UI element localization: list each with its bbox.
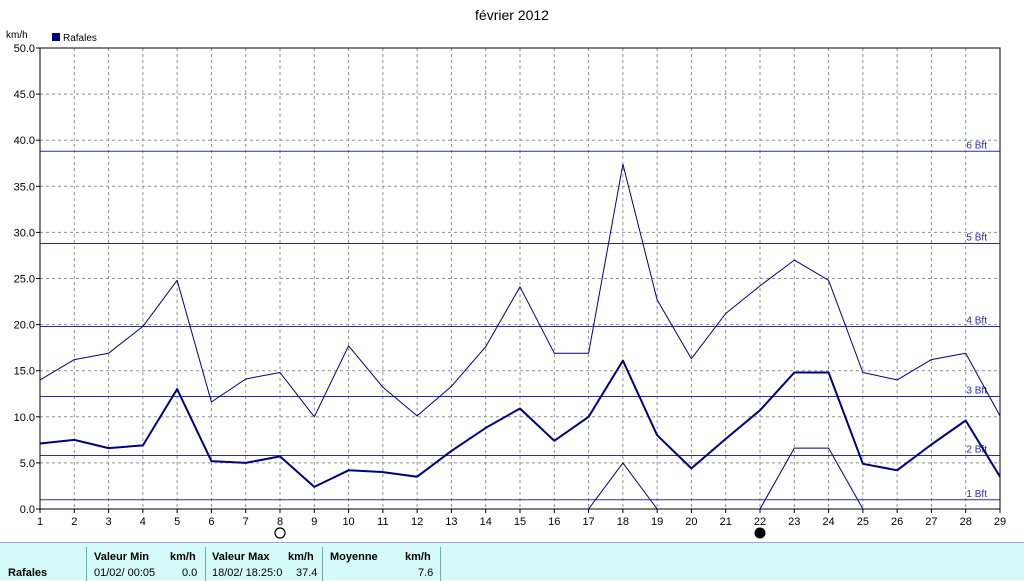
x-tick-label: 25 [857, 516, 869, 528]
x-tick-label: 28 [960, 516, 972, 528]
x-tick-label: 21 [720, 516, 732, 528]
x-tick-label: 27 [925, 516, 937, 528]
beaufort-lines: 1 Bft 2 Bft 3 Bft 4 Bft 5 Bft 6 Bft [40, 140, 1000, 501]
mean-header: Moyenne [330, 551, 378, 563]
mean-value: 7.6 [418, 567, 434, 579]
y-tick-label: 15.0 [14, 366, 35, 378]
beaufort-label: 2 Bft [966, 445, 987, 456]
beaufort-label: 5 Bft [966, 232, 987, 243]
x-tick-label: 24 [822, 516, 834, 528]
y-tick-label: 10.0 [14, 412, 35, 424]
min-unit: km/h [170, 551, 196, 563]
y-tick-label: 30.0 [14, 227, 35, 239]
x-tick-label: 15 [514, 516, 526, 528]
max-value: 37.4 [296, 567, 318, 579]
y-tick-label: 20.0 [14, 320, 35, 332]
min-date: 01/02/ 00:05 [94, 567, 156, 579]
x-tick-label: 7 [243, 516, 249, 528]
x-tick-label: 12 [411, 516, 423, 528]
beaufort-label: 3 Bft [966, 386, 987, 397]
footer-row-label: Rafales [8, 567, 48, 579]
y-tick-label: 0.0 [20, 504, 35, 516]
x-tick-label: 13 [445, 516, 457, 528]
x-tick-label: 20 [685, 516, 697, 528]
beaufort-label: 4 Bft [966, 315, 987, 326]
min-header: Valeur Min [94, 551, 150, 563]
x-tick-label: 2 [71, 516, 77, 528]
footer-divider [322, 547, 323, 581]
legend-label: Rafales [63, 33, 97, 44]
wind-chart: février 2012 km/h Rafales 1 Bft 2 Bft 3 Bf… [6, 7, 1007, 539]
chart-title: février 2012 [475, 7, 549, 23]
mean-unit: km/h [405, 551, 431, 563]
y-tick-label: 40.0 [14, 135, 35, 147]
x-tick-label: 11 [377, 516, 388, 528]
footer-divider [86, 547, 87, 581]
series-line-min [759, 447, 864, 510]
x-tick-label: 17 [582, 516, 594, 528]
axes: 0.0 5.0 10.0 15.0 20.0 25.0 30.0 35.0 40.0 45.0 50… [14, 43, 1007, 528]
min-value: 0.0 [182, 567, 198, 579]
beaufort-label: 1 Bft [966, 489, 987, 500]
x-tick-label: 3 [106, 516, 112, 528]
series-line-mean [39, 359, 1001, 488]
legend-swatch [52, 33, 60, 41]
footer-divider [205, 547, 206, 581]
y-axis-label: km/h [6, 30, 28, 41]
x-tick-label: 26 [891, 516, 903, 528]
max-date: 18/02/ 18:25:0 [212, 567, 283, 579]
series-line-min [588, 462, 658, 510]
x-tick-label: 6 [208, 516, 214, 528]
x-tick-label: 16 [548, 516, 560, 528]
x-tick-label: 9 [311, 516, 317, 528]
x-tick-label: 23 [788, 516, 800, 528]
x-tick-label: 4 [140, 516, 146, 528]
series-line-max [39, 163, 1001, 418]
x-tick-label: 22 [754, 516, 766, 528]
x-tick-label: 10 [342, 516, 354, 528]
x-tick-label: 14 [480, 516, 492, 528]
y-tick-label: 35.0 [14, 181, 35, 193]
y-tick-label: 45.0 [14, 89, 35, 101]
full-moon-icon [274, 527, 286, 539]
series-lines [39, 163, 1001, 510]
beaufort-label: 6 Bft [966, 140, 987, 151]
y-tick-label: 5.0 [20, 458, 35, 470]
x-tick-label: 1 [37, 516, 43, 528]
x-tick-label: 8 [277, 516, 283, 528]
x-tick-label: 19 [651, 516, 663, 528]
x-tick-label: 5 [174, 516, 180, 528]
x-tick-label: 29 [994, 516, 1006, 528]
grid [40, 47, 1000, 509]
y-tick-label: 25.0 [14, 274, 35, 286]
stats-panel: Rafales Valeur Min km/h 01/02/ 00:05 0.0… [0, 542, 1024, 581]
max-unit: km/h [288, 551, 314, 563]
y-tick-label: 50.0 [14, 43, 35, 55]
footer-divider [440, 547, 441, 581]
x-tick-label: 18 [617, 516, 629, 528]
moon-markers [274, 527, 766, 539]
new-moon-icon [754, 527, 766, 539]
max-header: Valeur Max [212, 551, 270, 563]
